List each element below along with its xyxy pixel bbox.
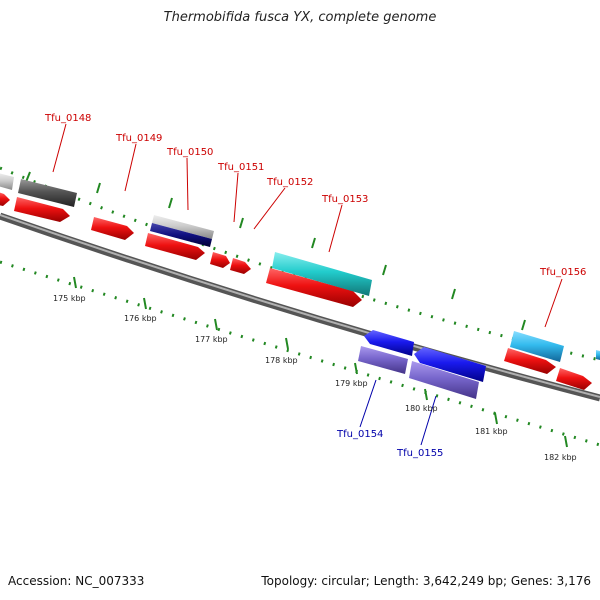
feature-bar-dark-grey	[18, 179, 77, 207]
scale-label: 182 kbp	[544, 453, 577, 462]
map-title: Thermobifida fusca YX, complete genome	[163, 10, 437, 25]
feature-bar-light-grey	[0, 173, 14, 190]
leader-line	[544, 278, 563, 328]
major-tick	[143, 297, 147, 310]
major-tick	[521, 319, 526, 331]
feature-bar-slate	[409, 361, 479, 399]
feature-bar-light-grey	[152, 215, 214, 239]
gene-arrow[interactable]	[266, 268, 362, 307]
major-tick	[73, 276, 77, 289]
gene-label[interactable]: Tfu_0151	[217, 162, 264, 173]
major-tick	[354, 362, 358, 375]
major-tick	[311, 237, 316, 249]
leader-line	[253, 187, 286, 230]
accession-text: Accession: NC_007333	[8, 574, 145, 588]
gene-arrow[interactable]	[556, 368, 592, 390]
major-tick	[168, 197, 173, 209]
major-tick	[96, 182, 101, 194]
genome-backbone	[0, 212, 600, 402]
feature-bar-cyan	[272, 252, 372, 296]
major-tick	[214, 318, 218, 331]
reverse-tick-track	[0, 260, 600, 447]
gene-label[interactable]: Tfu_0153	[321, 194, 368, 205]
gene-label[interactable]: Tfu_0150	[166, 147, 213, 158]
gene-label[interactable]: Tfu_0152	[266, 177, 313, 188]
major-tick	[239, 217, 244, 229]
scale-label: 176 kbp	[124, 314, 157, 323]
scale-label: 180 kbp	[405, 404, 438, 413]
gene-arrow[interactable]	[210, 252, 230, 268]
leader-line	[233, 172, 239, 223]
leader-line	[328, 204, 343, 253]
leader-line	[420, 395, 437, 446]
feature-bar-sky	[596, 350, 600, 360]
gene-arrow[interactable]	[0, 192, 10, 206]
gene-labels: Tfu_0148 Tfu_0149 Tfu_0150 Tfu_0151 Tfu_…	[44, 113, 586, 459]
feature-bar-sky	[510, 331, 564, 362]
gene-label[interactable]: Tfu_0155	[396, 448, 443, 459]
gene-arrow-reverse[interactable]	[364, 330, 414, 356]
major-tick	[285, 337, 289, 350]
reverse-major-ticks	[73, 276, 568, 448]
major-tick	[494, 412, 498, 425]
scale-label: 177 kbp	[195, 335, 228, 344]
scale-label: 175 kbp	[53, 294, 86, 303]
gene-arrow[interactable]	[145, 233, 205, 260]
scale-label: 181 kbp	[475, 427, 508, 436]
gene-label[interactable]: Tfu_0149	[115, 133, 162, 144]
leader-line	[52, 123, 67, 173]
scale-labels: 175 kbp 176 kbp 177 kbp 178 kbp 179 kbp …	[53, 294, 577, 462]
feature-bar-navy	[150, 223, 212, 247]
feature-bar-slate	[358, 346, 408, 374]
forward-major-ticks	[25, 171, 526, 331]
major-tick	[25, 171, 31, 183]
leader-line	[124, 143, 137, 192]
major-tick	[451, 288, 456, 300]
scale-label: 179 kbp	[335, 379, 368, 388]
label-leader-lines	[52, 123, 563, 446]
gene-label[interactable]: Tfu_0156	[539, 267, 586, 278]
gene-arrow[interactable]	[14, 197, 70, 222]
gene-arrow[interactable]	[504, 348, 556, 374]
scale-label: 178 kbp	[265, 356, 298, 365]
major-tick	[424, 388, 428, 401]
gene-arrow-reverse[interactable]	[414, 347, 486, 382]
leader-line	[186, 157, 189, 211]
genome-summary-text: Topology: circular; Length: 3,642,249 bp…	[261, 574, 591, 588]
leader-line	[359, 379, 377, 428]
major-tick	[564, 435, 568, 448]
gene-arrow[interactable]	[91, 217, 134, 240]
gene-label[interactable]: Tfu_0148	[44, 113, 91, 124]
major-tick	[382, 264, 387, 276]
genome-backbone-highlight	[0, 214, 600, 398]
gene-arrow[interactable]	[230, 258, 251, 274]
gene-label[interactable]: Tfu_0154	[336, 429, 383, 440]
